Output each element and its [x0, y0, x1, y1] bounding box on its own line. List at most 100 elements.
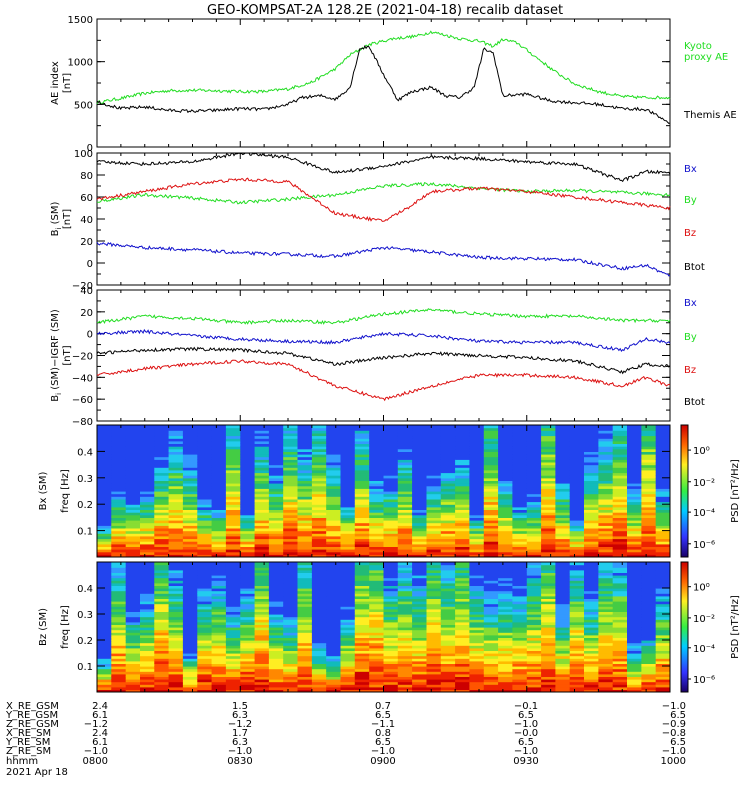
spectrogram-cell [154, 679, 170, 683]
spectrogram-cell [383, 653, 399, 657]
spectrogram-cell [225, 663, 241, 667]
spectrogram-cell [440, 666, 456, 670]
spectrogram-cell [498, 498, 513, 503]
spectrogram-cell [526, 684, 542, 688]
spectrogram-cell [397, 517, 413, 521]
spectrogram-cell [311, 676, 327, 680]
spectrogram-cell [641, 619, 657, 623]
spectrogram-cell [541, 432, 556, 437]
spectrogram-cell [512, 666, 528, 670]
spectrogram-cell [111, 681, 127, 685]
spectrogram-cell [584, 629, 599, 633]
spectrogram-cell [584, 509, 599, 513]
spectrogram-cell [512, 653, 528, 657]
spectrogram-cell [111, 483, 127, 487]
spectrogram-cell [326, 535, 342, 540]
spectrogram-cell [455, 593, 470, 597]
spectrogram-cell [326, 660, 342, 664]
spectrogram-cell [168, 590, 184, 594]
spectrogram-cell [225, 488, 241, 492]
spectrogram-cell [383, 549, 399, 553]
spectrogram-cell [541, 650, 556, 654]
spectrogram-cell [97, 621, 112, 625]
spectrogram-cell [240, 681, 256, 685]
spectrogram-cell [397, 572, 413, 576]
spectrogram-cell [397, 551, 413, 555]
spectrogram-cell [512, 541, 528, 545]
spectrogram-cell [125, 601, 141, 605]
spectrogram-cell [455, 658, 470, 662]
spectrogram-cell [197, 530, 213, 534]
spectrogram-cell [111, 627, 127, 631]
spectrogram-cell [555, 514, 571, 518]
spectrogram-cell [541, 569, 556, 573]
spectrogram-cell [526, 642, 542, 646]
spectrogram-cell [326, 501, 342, 505]
spectrogram-cell [541, 517, 556, 521]
spectrogram-cell [168, 425, 184, 429]
spectrogram-cell [641, 572, 657, 576]
spectrogram-cell [655, 689, 670, 692]
spectrogram-cell [498, 684, 513, 688]
spectrogram-cell [326, 624, 342, 628]
spectrogram-cell [297, 588, 313, 592]
y-unit-label: [nT] [62, 209, 73, 229]
spectrogram-cell [211, 525, 227, 529]
spectrogram-cell [412, 517, 427, 521]
spectrogram-cell [383, 572, 399, 576]
spec_bz-xticks [96, 562, 671, 692]
spectrogram-cell [440, 530, 456, 534]
spectrogram-cell [225, 491, 241, 495]
spectrogram-cell [182, 668, 198, 672]
spectrogram-cell [168, 480, 184, 484]
spectrogram-cell [197, 647, 213, 651]
spectrogram-cell [211, 425, 227, 429]
spectrogram-cell [512, 590, 528, 594]
spectrogram-cell [569, 477, 585, 481]
spectrogram-cell [240, 456, 256, 460]
spectrogram-cell [125, 520, 141, 524]
spectrogram-cell [311, 686, 327, 690]
spectrogram-cell [125, 488, 141, 492]
spectrogram-cell [225, 546, 241, 550]
spectrogram-cell [655, 640, 670, 644]
spectrogram-cell [526, 593, 542, 597]
spectrogram-cell [340, 640, 356, 644]
spectrogram-cell [354, 430, 370, 434]
spectrogram-cell [412, 443, 427, 447]
spectrogram-cell [526, 469, 542, 474]
spectrogram-cell [125, 514, 141, 518]
spectrogram-cell [354, 549, 370, 553]
spectrogram-cell [111, 608, 127, 612]
spectrogram-cell [211, 480, 227, 484]
spectrogram-cell [340, 509, 356, 513]
spectrogram-cell [498, 572, 513, 576]
spectrogram-cell [311, 601, 327, 605]
ephemeris-row-label: Y_RE_SM [5, 737, 50, 748]
ephemeris-value: 6.5 [518, 737, 534, 748]
spectrogram-cell [268, 582, 284, 586]
spectrogram-cell [555, 543, 571, 547]
spectrogram-cell [426, 501, 442, 505]
spectrogram-cell [455, 554, 470, 557]
spectrogram-cell [326, 438, 342, 442]
spectrogram-cell [369, 624, 385, 628]
spectrogram-cell [182, 621, 198, 625]
spectrogram-cell [154, 496, 170, 500]
spectrogram-cell [225, 567, 241, 571]
spectrogram-cell [655, 535, 670, 540]
spectrogram-cell [268, 627, 284, 631]
spectrogram-cell [125, 546, 141, 550]
spectrogram-cell [140, 627, 155, 631]
spectrogram-cell [240, 671, 256, 675]
spectrogram-cell [140, 501, 155, 505]
spectrogram-cell [211, 621, 227, 625]
spectrogram-cell [455, 580, 470, 584]
spectrogram-cell [197, 501, 213, 505]
spectrogram-cell [340, 467, 356, 471]
spectrogram-cell [469, 572, 485, 576]
spectrogram-cell [541, 446, 556, 450]
spectrogram-cell [512, 619, 528, 623]
spectrogram-cell [154, 435, 170, 439]
spectrogram-cell [469, 588, 485, 592]
